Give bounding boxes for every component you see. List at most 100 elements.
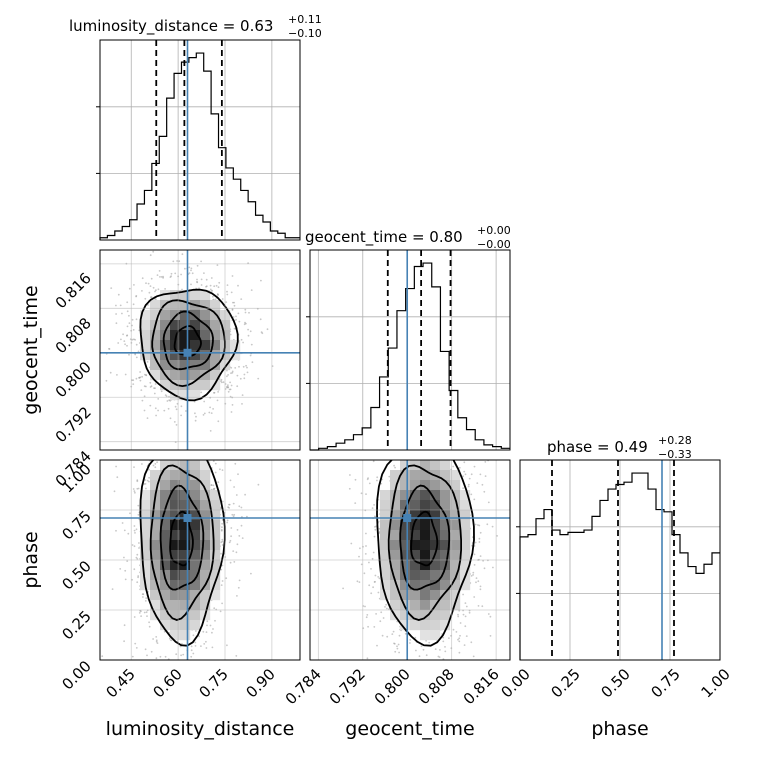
- density-cell: [450, 510, 461, 521]
- density-layer: [100, 460, 300, 660]
- sample-point: [472, 655, 475, 658]
- density-cell: [420, 630, 431, 641]
- sample-point: [152, 464, 155, 467]
- sample-point: [244, 308, 247, 311]
- sample-point: [457, 613, 459, 616]
- density-cell: [150, 600, 161, 611]
- density-cell: [380, 500, 391, 511]
- y-axis-label-phase: phase: [20, 531, 42, 588]
- sample-point: [373, 581, 376, 583]
- density-cell: [410, 550, 421, 561]
- density-cell: [460, 530, 471, 541]
- sample-point: [368, 482, 371, 485]
- density-cell: [200, 560, 211, 571]
- sample-point: [219, 468, 221, 471]
- sample-point: [233, 513, 236, 516]
- sample-point: [159, 655, 162, 658]
- sample-point: [249, 354, 252, 357]
- sample-point: [228, 507, 231, 509]
- sample-point: [415, 649, 417, 652]
- sample-point: [155, 640, 158, 643]
- density-cell: [420, 590, 431, 601]
- density-cell: [390, 600, 401, 611]
- sample-point: [425, 639, 427, 642]
- sample-point: [479, 585, 482, 588]
- sample-point: [221, 298, 224, 300]
- x-tick-luminosity-distance-1: 0.60: [149, 665, 185, 701]
- sample-point: [124, 343, 126, 346]
- sample-point: [448, 637, 450, 639]
- density-cell: [460, 550, 471, 561]
- density-cell: [190, 520, 201, 531]
- density-cell: [210, 350, 221, 361]
- density-cell: [170, 370, 181, 381]
- sample-point: [124, 569, 127, 572]
- density-panel-distance-vs-phase: [99, 459, 301, 661]
- sample-point: [115, 465, 117, 468]
- density-cell: [150, 360, 161, 371]
- sample-point: [367, 625, 369, 628]
- sample-point: [181, 288, 183, 291]
- sample-point: [236, 543, 239, 546]
- density-cell: [380, 510, 391, 521]
- density-cell: [190, 380, 201, 391]
- sample-point: [238, 505, 241, 508]
- sample-point: [146, 654, 148, 657]
- density-cell: [400, 620, 411, 631]
- sample-point: [119, 304, 122, 307]
- sample-point: [123, 556, 125, 559]
- density-cell: [400, 500, 411, 511]
- sample-point: [141, 375, 144, 378]
- x-tick-phase-4: 1.00: [697, 665, 733, 701]
- sample-point: [229, 561, 232, 564]
- sample-point: [217, 420, 220, 423]
- x-tick-geocent-time-1: 0.792: [326, 665, 369, 708]
- density-cell: [230, 340, 241, 351]
- sample-point: [241, 394, 244, 396]
- sample-point: [146, 479, 149, 482]
- density-cell: [380, 490, 391, 501]
- density-cell: [420, 490, 431, 501]
- sample-point: [145, 597, 148, 599]
- sample-point: [227, 384, 229, 386]
- sample-point: [479, 588, 482, 591]
- title-geocent-time: geocent_time = 0.80 +0.00 −0.00: [305, 224, 511, 251]
- density-cell: [400, 590, 411, 601]
- density-cell: [200, 600, 211, 611]
- contour-level-0: [410, 510, 439, 567]
- density-cell: [140, 560, 151, 571]
- density-cell: [450, 540, 461, 551]
- sample-point: [229, 333, 232, 336]
- sample-point: [141, 277, 144, 280]
- density-cell: [460, 580, 471, 591]
- sample-point: [237, 284, 239, 287]
- density-cell: [200, 530, 211, 541]
- sample-point: [180, 273, 183, 276]
- density-cell: [180, 390, 191, 401]
- density-cell: [160, 550, 171, 561]
- sample-point: [221, 564, 224, 567]
- density-cell: [460, 490, 471, 501]
- sample-point: [132, 488, 135, 490]
- density-cell: [390, 470, 401, 481]
- sample-point: [231, 513, 234, 516]
- sample-point: [214, 462, 217, 465]
- sample-point: [492, 566, 494, 569]
- sample-point: [232, 550, 235, 552]
- density-cell: [190, 560, 201, 571]
- sample-point: [173, 421, 176, 423]
- sample-point: [128, 353, 130, 356]
- sample-point: [414, 636, 417, 639]
- density-cell: [440, 540, 451, 551]
- density-cell: [210, 530, 221, 541]
- sample-point: [439, 649, 441, 651]
- density-cell: [190, 330, 201, 341]
- density-cell: [400, 460, 411, 471]
- sample-point: [127, 532, 130, 535]
- title-luminosity-distance-main: luminosity_distance = 0.63: [69, 17, 273, 36]
- density-cell: [170, 330, 181, 341]
- density-cell: [450, 470, 461, 481]
- sample-point: [219, 610, 222, 613]
- sample-point: [190, 283, 192, 286]
- sample-point: [376, 644, 378, 647]
